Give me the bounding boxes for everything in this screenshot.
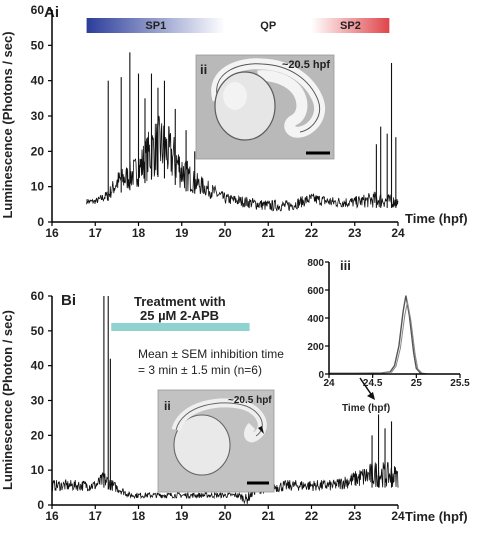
x-tick-label: 21 <box>262 509 276 523</box>
inset-a-caption: ~20.5 hpf <box>282 59 330 71</box>
treatment-bar <box>111 323 250 331</box>
panel-iii-xlabel: Time (hpf) <box>342 403 390 414</box>
x-tick-label: 21 <box>262 226 276 240</box>
panel-a-xlabel: Time (hpf) <box>405 211 468 226</box>
period-label: QP <box>260 20 276 32</box>
panel-iii-axes: 24 24.5 25 25.5 0 200 400 600 800 <box>307 258 470 389</box>
y-tick-label: 30 <box>31 394 45 408</box>
y-tick-label: 600 <box>307 286 324 297</box>
x-tick-label: 23 <box>348 226 362 240</box>
luminescence-trace <box>51 461 399 505</box>
panel-iii-plot <box>329 262 460 375</box>
period-label: SP1 <box>145 20 166 32</box>
arrow-head <box>367 392 375 400</box>
y-tick-label: 0 <box>37 498 44 512</box>
embryo-yolk <box>214 71 276 141</box>
panel-b-plot <box>51 296 399 505</box>
embryo-b-yolk <box>173 414 231 476</box>
y-tick-label: 20 <box>31 428 45 442</box>
x-tick-label: 16 <box>45 509 59 523</box>
x-tick-label: 22 <box>305 226 319 240</box>
panel-b-ylabel: Luminescence (Photon / sec) <box>0 310 15 490</box>
period-label: SP2 <box>340 20 361 32</box>
x-tick-label: 19 <box>175 509 189 523</box>
x-tick-label: 20 <box>218 509 232 523</box>
period-bars: SP1 QP SP2 <box>86 18 390 33</box>
x-tick-label: 17 <box>89 226 103 240</box>
x-tick-label: 24 <box>323 378 335 389</box>
y-tick-label: 60 <box>31 3 45 17</box>
panel-iii-background <box>329 262 460 374</box>
treatment-label-1: Treatment with <box>134 294 226 309</box>
y-tick-label: 10 <box>31 463 45 477</box>
y-tick-label: 40 <box>31 359 45 373</box>
x-tick-label: 24 <box>391 509 405 523</box>
y-tick-label: 50 <box>31 324 45 338</box>
y-tick-label: 200 <box>307 342 324 353</box>
panel-b-title: Bi <box>61 292 76 309</box>
inset-b-embryo: ii ~20.5 hpf <box>157 389 275 493</box>
x-tick-label: 19 <box>175 226 189 240</box>
treatment-label-2: 25 µM 2-APB <box>140 308 219 323</box>
inset-b-caption: ~20.5 hpf <box>228 395 272 406</box>
panel-iii-trace-shadow <box>330 301 427 375</box>
inset-a-label: ii <box>200 62 207 77</box>
x-tick-label: 18 <box>132 509 146 523</box>
x-tick-label: 16 <box>45 226 59 240</box>
x-tick-label: 24 <box>391 226 405 240</box>
panel-iii-label: iii <box>340 258 351 273</box>
panel-iii: 24 24.5 25 25.5 0 200 400 600 800 iii Time (hpf) <box>307 258 470 414</box>
arrowhead-icon <box>258 426 264 434</box>
x-tick-label: 25.5 <box>450 378 470 389</box>
y-tick-label: 0 <box>318 370 324 381</box>
y-tick-label: 60 <box>31 289 45 303</box>
x-tick-label: 25 <box>411 378 423 389</box>
inset-a-embryo: ii ~20.5 hpf <box>195 54 335 160</box>
panel-a-ylabel: Luminescence (Photons / sec) <box>0 31 15 218</box>
x-tick-label: 17 <box>89 509 103 523</box>
panel-b-xlabel: Time (hpf) <box>405 509 468 524</box>
inset-b-label: ii <box>164 399 171 413</box>
y-tick-label: 30 <box>31 109 45 123</box>
y-tick-label: 800 <box>307 258 324 269</box>
y-tick-label: 400 <box>307 314 324 325</box>
x-tick-label: 24.5 <box>363 378 383 389</box>
y-tick-label: 40 <box>31 74 45 88</box>
y-tick-label: 50 <box>31 38 45 52</box>
y-tick-label: 10 <box>31 180 45 194</box>
y-tick-label: 20 <box>31 144 45 158</box>
period-bar <box>311 18 390 33</box>
panel-a-axes: 16 17 18 19 20 21 22 23 24 0 10 20 30 40 50 60 <box>31 3 405 240</box>
arrow-icon <box>359 377 375 400</box>
embryo-b-outline <box>175 402 263 437</box>
period-bar <box>86 18 225 33</box>
x-tick-label: 23 <box>348 509 362 523</box>
inhibition-annotation-1: Mean ± SEM inhibition time <box>138 347 284 361</box>
x-tick-label: 20 <box>218 226 232 240</box>
x-tick-label: 18 <box>132 226 146 240</box>
yolk-highlight <box>223 82 247 110</box>
embryo-outline <box>216 63 320 133</box>
x-tick-label: 22 <box>305 509 319 523</box>
inhibition-annotation-2: = 3 min ± 1.5 min (n=6) <box>138 363 262 377</box>
panel-a-plot <box>86 52 399 212</box>
y-tick-label: 0 <box>37 215 44 229</box>
